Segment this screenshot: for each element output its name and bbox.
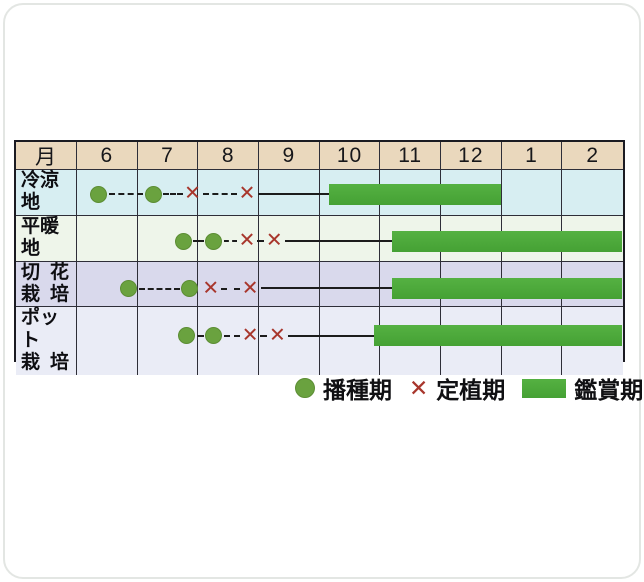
month-header-2: 2 xyxy=(562,142,623,170)
calendar-cell xyxy=(137,307,199,375)
calendar-cell xyxy=(198,170,259,216)
calendar-cell xyxy=(501,215,563,262)
calendar-cell xyxy=(137,170,199,216)
row-label-line: 平暖地 xyxy=(21,215,60,260)
calendar-cell xyxy=(198,261,259,308)
calendar-cell xyxy=(562,170,623,216)
legend: 播種期 ✕ 定植期 鑑賞期 xyxy=(295,371,643,405)
row-label-cell: ポット栽培 xyxy=(16,307,77,375)
legend-item-view: 鑑賞期 xyxy=(522,371,643,405)
row-label-line: 冷涼地 xyxy=(21,170,60,214)
month-header-cell: 月 xyxy=(16,142,77,170)
calendar-cell xyxy=(259,215,320,262)
month-header-8: 8 xyxy=(198,142,259,170)
plant-x-icon: ✕ xyxy=(409,374,429,401)
month-header-7: 7 xyxy=(137,142,199,170)
calendar-cell xyxy=(562,307,623,375)
calendar-cell xyxy=(137,215,199,262)
legend-label-plant: 定植期 xyxy=(436,377,506,403)
calendar-cell xyxy=(259,261,320,308)
sow-dot-icon xyxy=(295,378,315,398)
row-label-line: 切花 xyxy=(21,261,69,283)
calendar-cell xyxy=(319,307,381,375)
calendar-cell xyxy=(319,170,381,216)
calendar-cell xyxy=(77,261,138,308)
row-label-line: 栽培 xyxy=(21,352,69,374)
row-label-cell: 平暖地 xyxy=(16,215,77,262)
calendar-cell xyxy=(380,215,441,262)
calendar-cell xyxy=(319,261,381,308)
row-label-cell: 切花栽培 xyxy=(16,261,77,308)
month-header-10: 10 xyxy=(319,142,381,170)
calendar-cell xyxy=(198,307,259,375)
calendar-cell xyxy=(319,215,381,262)
month-header-6: 6 xyxy=(77,142,138,170)
calendar-cell xyxy=(259,307,320,375)
calendar-cell xyxy=(137,261,199,308)
view-bar-icon xyxy=(522,378,567,398)
month-header-1: 1 xyxy=(501,142,563,170)
calendar-cell xyxy=(380,170,441,216)
calendar-cell xyxy=(441,261,502,308)
calendar-cell xyxy=(441,307,502,375)
calendar-cell xyxy=(380,261,441,308)
calendar-cell xyxy=(562,261,623,308)
calendar-cell xyxy=(77,307,138,375)
calendar-cell xyxy=(259,170,320,216)
legend-item-sow: 播種期 xyxy=(295,371,392,405)
legend-item-plant: ✕ 定植期 xyxy=(409,371,505,405)
month-header-12: 12 xyxy=(441,142,502,170)
calendar-cell xyxy=(501,170,563,216)
calendar-cell xyxy=(501,261,563,308)
calendar-cell xyxy=(441,170,502,216)
calendar-cell xyxy=(562,215,623,262)
row-label-line: 栽培 xyxy=(21,284,69,306)
calendar-cell xyxy=(77,170,138,216)
calendar-table: 月 6 7 8 9 10 11 12 1 2 冷涼地 平暖地切花栽培ポット栽培 xyxy=(14,140,625,375)
calendar-cell xyxy=(77,215,138,262)
calendar-cell xyxy=(501,307,563,375)
month-header-9: 9 xyxy=(259,142,320,170)
calendar-cell xyxy=(380,307,441,375)
legend-label-view: 鑑賞期 xyxy=(574,377,644,403)
calendar-cell xyxy=(441,215,502,262)
month-header-11: 11 xyxy=(380,142,441,170)
row-label-cell: 冷涼地 xyxy=(16,170,77,216)
calendar-cell xyxy=(198,215,259,262)
legend-label-sow: 播種期 xyxy=(323,377,392,403)
row-label-line: ポット xyxy=(21,307,60,351)
